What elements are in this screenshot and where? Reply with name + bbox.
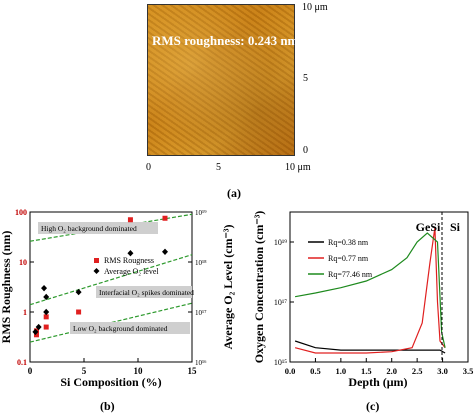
o2-point	[41, 284, 48, 292]
chart-b-svg: High O₂ background dominated Interfacial …	[0, 208, 235, 389]
rms-overlay-text: RMS roughness: 0.243 nm	[152, 33, 299, 48]
chart-c-ylabel: Oxygen Concentration (cm⁻³)	[252, 211, 266, 364]
annotation-text: Interfacial O₂ spikes dominated	[99, 288, 194, 297]
x-tick-label: 0.5	[310, 366, 321, 376]
y-tick-label: 10¹⁷	[274, 298, 287, 307]
x-tick-label: 0.0	[285, 366, 296, 376]
rms-point	[43, 324, 49, 330]
chart-c-svg: 0.0 0.5 1.0 1.5 2.0 2.5 3.0 3.5 10¹⁵ 10¹⁷ 10¹⁹ Rq=…	[252, 211, 474, 389]
chart-b-y2label: Average O₂ Level (cm⁻³)	[221, 225, 235, 350]
guide-line	[29, 213, 193, 242]
x-tick-label: 2.0	[386, 366, 397, 376]
afm-y-tick: 0	[303, 145, 308, 156]
o2-point	[162, 248, 168, 255]
annotation-text: Low O₂ background dominated	[73, 324, 168, 333]
legend-label: Rq=0.38 nm	[328, 238, 369, 247]
x-tick-label: 10	[134, 366, 144, 376]
legend-rms-label: RMS Rougness	[104, 256, 154, 265]
y2-tick-label: 10¹⁶	[195, 359, 207, 367]
chart-c-xlabel: Depth (μm)	[348, 375, 407, 389]
afm-y-tick: 5	[303, 73, 308, 84]
afm-x-tick: 0	[146, 162, 151, 173]
caption-a: (a)	[227, 186, 241, 200]
y2-tick-label: 10¹⁸	[195, 259, 207, 267]
y-tick-label: 10¹⁹	[274, 238, 287, 247]
region-label-si: Si	[450, 220, 461, 234]
rms-point	[127, 217, 133, 223]
x-tick-label: 1.0	[336, 366, 347, 376]
caption-c: (c)	[366, 399, 380, 413]
afm-y-tick: 10 μm	[302, 2, 328, 13]
guide-line	[29, 302, 193, 343]
y-tick-label: 0.1	[17, 358, 27, 367]
o2-point	[43, 293, 50, 301]
rms-point	[76, 309, 82, 315]
legend-o2-marker	[93, 268, 100, 274]
rms-point	[33, 332, 39, 338]
o2-point	[35, 323, 42, 331]
x-tick-label: 15	[188, 366, 198, 376]
guide-line	[29, 254, 193, 306]
chart-b-ylabel: RMS Roughness (nm)	[0, 231, 13, 344]
o2-point	[43, 308, 50, 316]
annotation-box	[70, 322, 190, 334]
o2-point	[75, 288, 82, 296]
y2-tick-label: 10¹⁷	[195, 309, 207, 317]
annotation-box	[96, 286, 192, 298]
legend-rms-marker	[94, 258, 99, 263]
chart-b-xlabel: Si Composition (%)	[60, 375, 161, 389]
afm-image	[147, 4, 295, 156]
y-tick-label: 1	[23, 308, 27, 317]
depth-profile-line	[294, 227, 446, 354]
rms-point	[162, 215, 168, 221]
x-tick-label: 2.5	[412, 366, 423, 376]
region-label-gesi: GeSi	[416, 220, 441, 234]
afm-x-tick: 5	[216, 162, 221, 173]
y-tick-label: 10¹⁵	[274, 358, 287, 367]
rms-point	[43, 314, 49, 320]
x-tick-label: 3.0	[437, 366, 448, 376]
x-tick-label: 1.5	[361, 366, 372, 376]
y-tick-label: 10	[19, 258, 27, 267]
depth-profile-line	[294, 340, 446, 354]
legend-label: Rq=0.77 nm	[328, 254, 369, 263]
legend-o2-label: Average O₂ level	[104, 267, 159, 276]
afm-x-tick: 10 μm	[285, 162, 311, 173]
o2-point	[127, 249, 134, 257]
legend-label: Rq=77.46 nm	[328, 270, 373, 279]
y-tick-label: 100	[15, 208, 27, 217]
x-tick-label: 5	[82, 366, 87, 376]
depth-profile-line	[294, 232, 446, 348]
chart-c-frame	[289, 211, 469, 363]
x-tick-label: 0	[28, 366, 33, 376]
annotation-text: High O₂ background dominated	[41, 224, 137, 233]
caption-b: (b)	[100, 399, 115, 413]
annotation-box	[38, 222, 158, 234]
y2-tick-label: 10¹⁹	[195, 209, 207, 217]
x-tick-label: 3.5	[463, 366, 474, 376]
